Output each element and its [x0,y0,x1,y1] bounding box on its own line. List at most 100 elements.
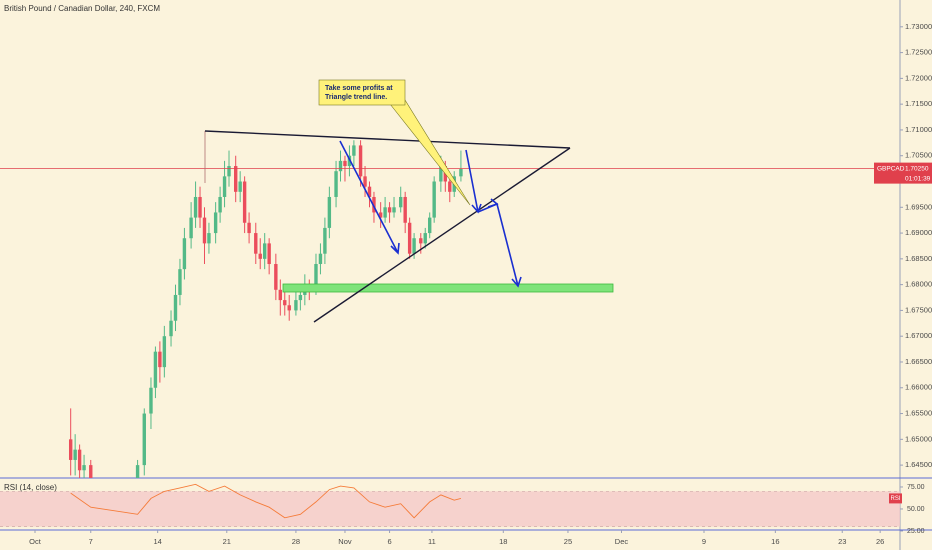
rsi-pane [0,483,900,527]
x-tick-label: 7 [89,537,93,546]
y-tick-label: 1.68000 [905,280,932,289]
rsi-y-tick-label: 75.00 [907,484,925,491]
axes: 1.73000 1.72500 1.72000 1.71500 1.71000 1.705… [29,22,932,546]
y-tick-label: 1.69000 [905,228,932,237]
x-tick-label: 18 [499,537,507,546]
candle-body [202,217,207,244]
y-tick-label: 1.67500 [905,305,932,314]
candle-body [254,233,258,254]
candle-body [82,465,86,471]
chart-title: British Pound / Canadian Dollar, 240, FX… [4,4,160,13]
candle-body [247,222,251,234]
x-tick-label: 11 [428,537,436,546]
candle-body [193,196,198,218]
y-tick-label: 1.71000 [905,125,932,134]
y-tick-label: 1.65500 [905,409,932,418]
candle-body [423,233,427,244]
y-tick-label: 1.65000 [905,434,932,443]
x-tick-label: 14 [153,537,161,546]
rsi-y-tick-label: 25.00 [907,528,925,535]
candle-body [439,166,443,182]
candle-body [294,300,298,311]
candle-body [153,351,158,388]
candle-body [213,212,218,234]
y-tick-label: 1.67000 [905,331,932,340]
y-tick-label: 1.72000 [905,73,932,82]
main-pane [0,140,900,478]
x-tick-label: 9 [702,537,706,546]
last-price-label: 1.70250 [905,165,929,172]
candle-body [387,207,392,213]
candle-body [218,196,222,213]
candle-body [234,166,238,192]
x-tick-label: Dec [615,537,629,546]
x-tick-label: 16 [771,537,779,546]
y-tick-label: 1.70500 [905,151,932,160]
y-tick-label: 1.66500 [905,357,932,366]
last-price-badge [874,162,932,184]
candle-body [352,145,356,156]
candle-body [73,449,77,460]
candle-body [363,176,367,187]
candle-body [298,294,303,301]
target-zone [282,283,614,293]
candle-body [278,289,283,301]
x-tick-label: Nov [338,537,352,546]
candle-body [227,166,231,177]
y-tick-label: 1.69500 [905,202,932,211]
candle-body [367,186,372,197]
symbol-label: GBPCAD [877,165,905,172]
candle-body [149,387,153,414]
candle-body [419,238,423,244]
arrows [339,140,522,288]
candle-body [343,160,347,167]
rsi-title: RSI (14, close) [4,483,57,492]
candle-body [238,181,242,192]
arrow [339,140,400,255]
candle-body [142,413,146,466]
countdown-label: 01:01:39 [905,175,931,182]
triangle-bottom [313,147,571,323]
candle-body [242,181,247,223]
candle-body [392,207,396,213]
candle-body [432,181,436,218]
rsi-band [0,491,900,527]
candle-body [68,439,73,460]
x-tick-label: 28 [292,537,300,546]
candle-body [283,300,287,306]
candle-body [135,465,140,478]
candle-body [327,196,332,228]
candle-body [412,238,416,254]
candle-body [314,264,318,290]
rsi-badge [889,493,902,504]
callout-text: Triangle trend line. [325,94,387,101]
triangle-top [204,130,571,149]
candle-body [162,336,167,368]
candle-body [459,168,463,177]
candle-body [372,196,376,213]
callout-box [318,79,406,106]
candle-body [267,243,271,265]
candle-body [287,305,291,311]
rsi-line [70,483,462,519]
candle-body [428,217,432,234]
candle-body [169,320,173,337]
candle-body [77,449,82,471]
candle-body [338,160,343,172]
candle-body [222,176,227,197]
x-tick-label: 23 [838,537,846,546]
candle-body [173,294,178,321]
candle-body [383,207,387,218]
x-tick-label: 25 [564,537,572,546]
drawings: Take some profits at Triangle trend line… [204,79,614,323]
candle-body [262,243,267,259]
candle-body [334,171,338,197]
x-tick-label: 26 [876,537,884,546]
x-tick-label: Oct [29,537,42,546]
candle-body [207,233,211,244]
candle-body [358,145,363,177]
x-tick-label: 6 [387,537,391,546]
candle-body [89,465,93,478]
